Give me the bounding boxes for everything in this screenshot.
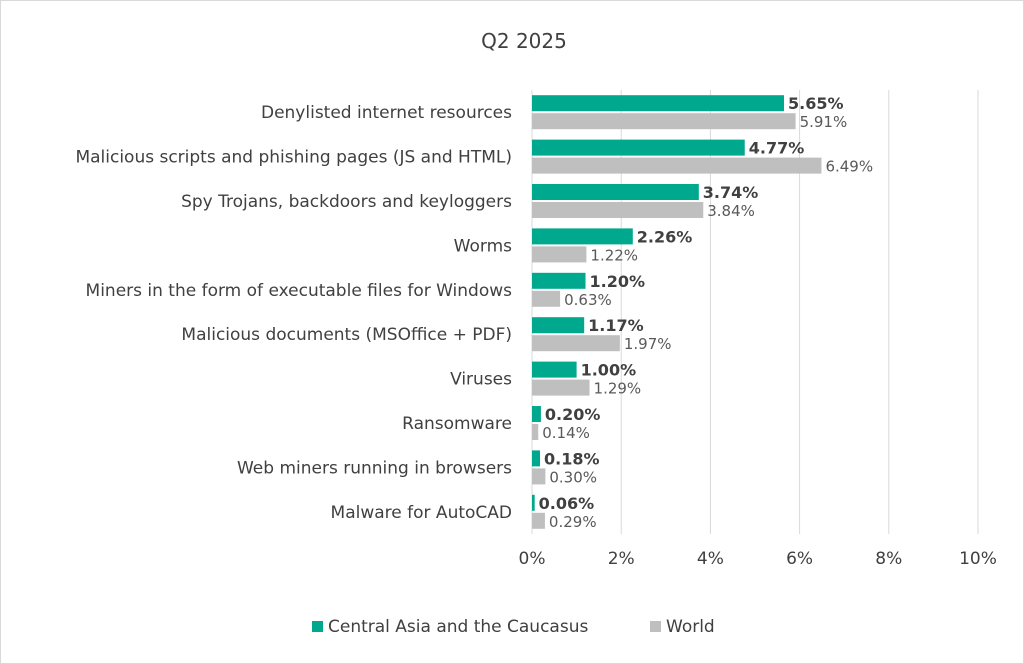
data-label-central-asia: 4.77%: [749, 139, 805, 158]
x-tick-label: 6%: [786, 549, 813, 569]
bar-central-asia: [532, 494, 535, 511]
bar-central-asia: [532, 139, 745, 156]
bar-central-asia: [532, 272, 586, 289]
data-label-world: 6.49%: [825, 158, 873, 176]
data-label-central-asia: 3.74%: [703, 183, 759, 202]
data-label-central-asia: 1.20%: [590, 272, 646, 291]
data-label-central-asia: 0.06%: [539, 494, 595, 513]
data-label-central-asia: 1.17%: [588, 316, 644, 335]
legend-label: Central Asia and the Caucasus: [328, 617, 588, 637]
legend-label: World: [666, 617, 715, 637]
data-label-world: 1.29%: [594, 380, 642, 398]
data-label-world: 0.63%: [564, 291, 612, 309]
data-label-world: 1.22%: [590, 246, 638, 264]
x-axis-ticks: 0% 2% 4% 6% 8% 10%: [519, 549, 997, 569]
bar-central-asia: [532, 317, 585, 334]
data-label-central-asia: 2.26%: [637, 227, 693, 246]
data-label-world: 0.29%: [549, 513, 597, 531]
bar-central-asia: [532, 406, 541, 422]
data-label-central-asia: 0.20%: [545, 405, 601, 424]
bar-world: [532, 290, 561, 307]
data-label-world: 0.30%: [549, 468, 597, 486]
bar-central-asia: [532, 228, 633, 245]
legend-swatch: [650, 621, 661, 632]
x-tick-label: 4%: [697, 549, 724, 569]
data-label-central-asia: 0.18%: [544, 449, 600, 468]
bar-world: [532, 468, 546, 485]
category-label: Worms: [454, 236, 512, 256]
bar-central-asia: [532, 450, 541, 467]
data-label-world: 1.97%: [624, 335, 672, 353]
bar-world: [532, 424, 539, 440]
bar-world: [532, 202, 704, 218]
legend-swatch: [312, 621, 323, 632]
category-labels: Denylisted internet resources Malicious s…: [75, 103, 512, 523]
x-tick-label: 2%: [608, 549, 635, 569]
legend: Central Asia and the Caucasus World: [312, 617, 715, 637]
bar-world: [532, 335, 620, 352]
bar-central-asia: [532, 361, 577, 378]
bar-world: [532, 246, 587, 263]
bar-world: [532, 379, 590, 396]
category-label: Denylisted internet resources: [261, 103, 512, 123]
category-label: Viruses: [450, 370, 512, 390]
bar-world: [532, 512, 545, 529]
category-label: Web miners running in browsers: [237, 458, 512, 478]
data-label-central-asia: 5.65%: [788, 94, 844, 113]
category-label: Spy Trojans, backdoors and keyloggers: [181, 192, 512, 212]
bar-central-asia: [532, 184, 699, 200]
data-label-central-asia: 1.00%: [581, 361, 637, 380]
x-tick-label: 10%: [959, 549, 997, 569]
x-tick-label: 8%: [875, 549, 902, 569]
data-label-world: 0.14%: [542, 424, 590, 442]
category-label: Ransomware: [402, 414, 512, 434]
category-label: Malicious documents (MSOffice + PDF): [181, 325, 512, 345]
bar-world: [532, 113, 796, 130]
category-label: Miners in the form of executable files f…: [86, 281, 513, 301]
data-label-world: 5.91%: [800, 113, 848, 131]
x-tick-label: 0%: [519, 549, 546, 569]
bars: 5.65%5.91% 4.77% 6.49% 3.74%3.84% 2.26%1.22%…: [532, 94, 873, 531]
category-label: Malicious scripts and phishing pages (JS…: [75, 148, 512, 168]
chart-title: Q2 2025: [481, 29, 567, 53]
bar-central-asia: [532, 95, 784, 112]
category-label: Malware for AutoCAD: [331, 503, 512, 523]
bar-world: [532, 157, 822, 174]
data-label-world: 3.84%: [707, 202, 755, 220]
